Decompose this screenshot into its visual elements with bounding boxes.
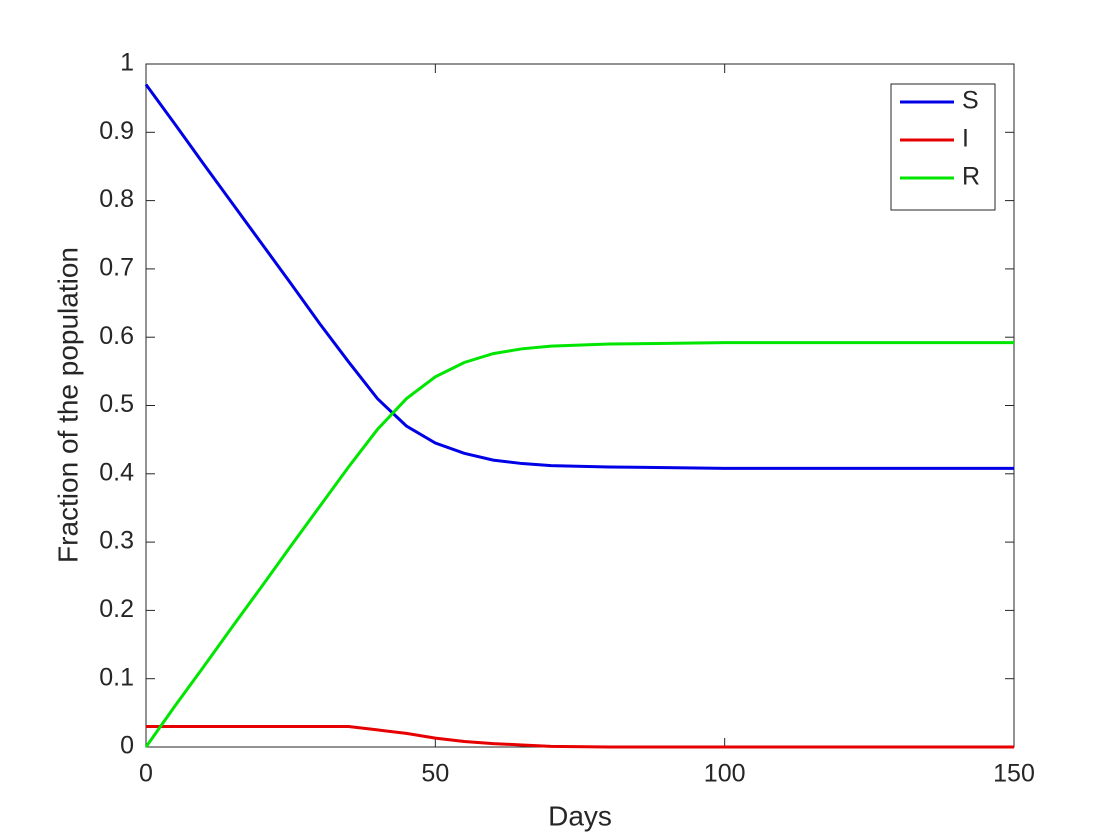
y-tick-label: 0: [120, 732, 134, 760]
legend-label: I: [962, 125, 969, 153]
plot-area: [145, 63, 1015, 748]
y-tick-label: 0.6: [99, 322, 134, 350]
y-tick-label: 0.2: [99, 595, 134, 623]
y-tick-label: 0.5: [99, 390, 134, 418]
y-tick-label: 0.9: [99, 117, 134, 145]
x-tick-label: 0: [139, 760, 153, 788]
series-line: [144, 341, 1014, 748]
y-tick-label: 0.4: [99, 458, 134, 486]
y-tick-label: 0.1: [99, 663, 134, 691]
y-tick-label: 0.7: [99, 254, 134, 282]
x-tick-label: 100: [704, 760, 746, 788]
series-line: [146, 725, 1014, 749]
series-line: [144, 83, 1014, 470]
y-axis-label: Fraction of the population: [52, 247, 83, 563]
legend-label: R: [962, 163, 980, 191]
y-tick-label: 0.3: [99, 527, 134, 555]
y-tick-label: 0.8: [99, 185, 134, 213]
x-axis-label: Days: [548, 800, 612, 831]
y-tick-label: 1: [120, 49, 134, 77]
legend-box: [890, 83, 996, 211]
x-tick-label: 150: [993, 760, 1035, 788]
legend-label: S: [962, 87, 979, 115]
x-tick-label: 50: [421, 760, 449, 788]
